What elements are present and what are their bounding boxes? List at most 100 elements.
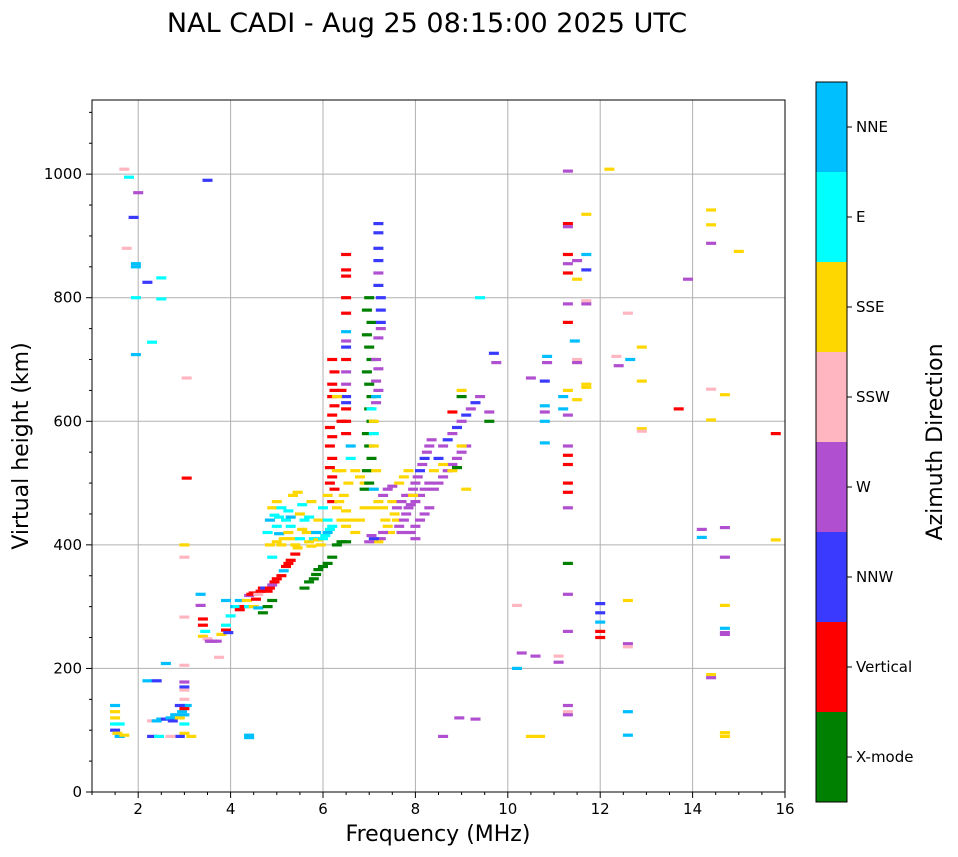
y-tick-label: 400 — [53, 536, 82, 554]
data-point — [562, 222, 573, 226]
x-tick-label: 10 — [498, 800, 517, 818]
data-point — [572, 259, 583, 263]
data-point — [267, 598, 278, 603]
data-point — [288, 537, 298, 541]
data-point — [341, 432, 352, 436]
data-point — [281, 564, 291, 569]
data-point — [165, 716, 176, 720]
data-point — [341, 311, 352, 315]
data-point — [110, 710, 121, 714]
data-point — [401, 493, 412, 497]
data-point — [415, 469, 425, 473]
data-point — [558, 407, 569, 411]
data-point — [320, 534, 331, 538]
data-point — [221, 623, 231, 627]
y-axis-ticks: 0 200 400 600 800 1000 — [44, 111, 92, 801]
data-point — [299, 518, 310, 522]
colorbar-tick-label: X-mode — [856, 748, 913, 766]
data-point — [223, 631, 234, 635]
data-point — [334, 500, 345, 504]
colorbar-segment — [816, 82, 847, 172]
plot-area: 2 4 6 8 10 12 14 16 0 200 400 600 800 1000 — [44, 99, 795, 818]
data-point — [438, 444, 449, 448]
data-point — [271, 540, 282, 544]
data-point — [452, 456, 462, 460]
data-point — [253, 592, 264, 596]
data-point — [262, 589, 273, 593]
data-point — [512, 666, 522, 670]
data-point — [447, 410, 458, 414]
data-point — [706, 673, 717, 677]
data-point — [636, 345, 647, 349]
data-point — [262, 605, 273, 609]
data-point — [719, 734, 730, 738]
data-point — [304, 515, 315, 519]
data-point — [341, 268, 352, 272]
data-point — [283, 509, 294, 513]
data-point — [433, 481, 444, 485]
data-point — [562, 481, 573, 485]
data-point — [622, 645, 633, 649]
data-point — [378, 530, 389, 535]
data-point — [572, 361, 583, 365]
data-point — [244, 733, 255, 737]
data-point — [262, 530, 273, 535]
data-point — [475, 395, 486, 399]
y-tick-label: 800 — [53, 289, 82, 307]
data-point — [318, 506, 328, 510]
data-point — [341, 401, 352, 405]
data-point — [368, 432, 379, 436]
data-point — [484, 410, 495, 414]
data-point — [373, 246, 384, 250]
data-point — [516, 651, 527, 655]
data-point — [221, 598, 231, 603]
data-point — [562, 462, 573, 467]
data-point — [613, 364, 624, 368]
data-point — [719, 731, 730, 735]
data-point — [373, 336, 384, 340]
data-point — [324, 481, 335, 485]
data-point — [271, 524, 282, 528]
data-point — [719, 393, 730, 397]
data-point — [378, 493, 389, 497]
data-point — [581, 212, 592, 216]
data-point — [151, 719, 162, 723]
data-point — [234, 608, 245, 612]
data-point — [130, 296, 141, 300]
data-point — [398, 518, 409, 522]
data-point — [562, 490, 573, 494]
data-point — [361, 370, 372, 374]
data-point — [257, 611, 268, 615]
data-point — [456, 388, 467, 392]
data-point — [373, 388, 384, 392]
data-point — [179, 697, 190, 701]
data-point — [128, 215, 139, 219]
data-point — [179, 707, 190, 711]
data-point — [696, 527, 707, 531]
data-point — [327, 456, 338, 460]
data-point — [389, 512, 400, 516]
data-point — [341, 345, 352, 349]
data-point — [562, 225, 573, 229]
data-point — [327, 555, 338, 559]
data-point — [355, 518, 365, 522]
data-point — [622, 710, 633, 714]
data-point — [581, 385, 592, 389]
data-point — [361, 432, 372, 436]
x-tick-label: 2 — [133, 800, 143, 818]
data-point — [336, 518, 347, 522]
data-point — [147, 734, 158, 738]
data-point — [322, 493, 333, 497]
data-point — [308, 577, 319, 581]
y-tick-label: 600 — [53, 412, 82, 430]
data-point — [410, 500, 421, 504]
data-point — [294, 537, 305, 541]
data-point — [283, 561, 294, 565]
data-point — [343, 481, 354, 485]
data-point — [401, 512, 412, 516]
data-point — [281, 518, 291, 522]
data-point — [364, 481, 375, 485]
data-point — [119, 733, 130, 737]
data-point — [361, 308, 372, 312]
data-point — [562, 388, 573, 392]
